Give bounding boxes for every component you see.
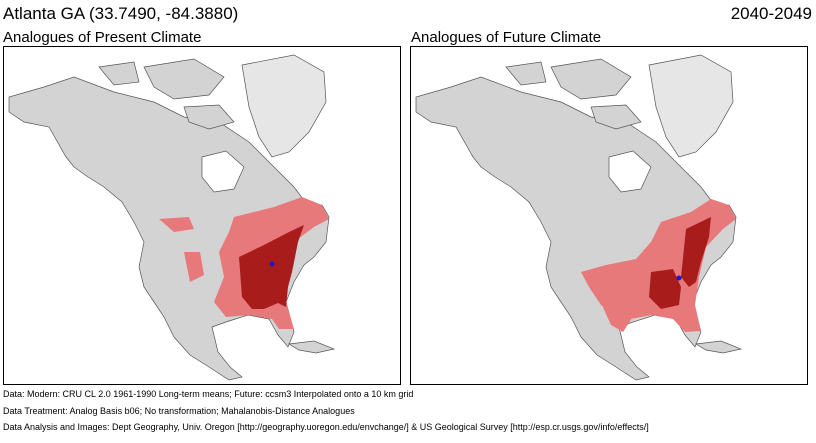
target-location-marker bbox=[676, 275, 682, 281]
greenland-land bbox=[241, 54, 327, 158]
present-panel-title: Analogues of Present Climate bbox=[3, 29, 202, 46]
hudson-bay bbox=[608, 150, 652, 193]
data-treatment-note: Data Treatment: Analog Basis b06; No tra… bbox=[3, 406, 355, 416]
arctic-islands bbox=[505, 58, 642, 130]
map-title: Atlanta GA (33.7490, -84.3880) bbox=[3, 4, 239, 23]
present-climate-map bbox=[3, 46, 401, 385]
target-location-marker bbox=[269, 261, 275, 267]
hudson-bay bbox=[201, 150, 245, 193]
analysis-credit-note: Data Analysis and Images: Dept Geography… bbox=[3, 422, 649, 432]
cuba-land bbox=[694, 340, 743, 354]
greenland-land bbox=[648, 54, 734, 158]
future-panel-title: Analogues of Future Climate bbox=[411, 29, 602, 46]
arctic-islands bbox=[98, 58, 235, 130]
time-period: 2040-2049 bbox=[730, 4, 812, 23]
future-climate-map bbox=[410, 46, 808, 385]
data-source-note: Data: Modern: CRU CL 2.0 1961-1990 Long-… bbox=[3, 389, 414, 399]
cuba-land bbox=[287, 340, 336, 354]
analog-region-strong bbox=[649, 217, 711, 309]
analog-region-strong bbox=[239, 225, 304, 309]
